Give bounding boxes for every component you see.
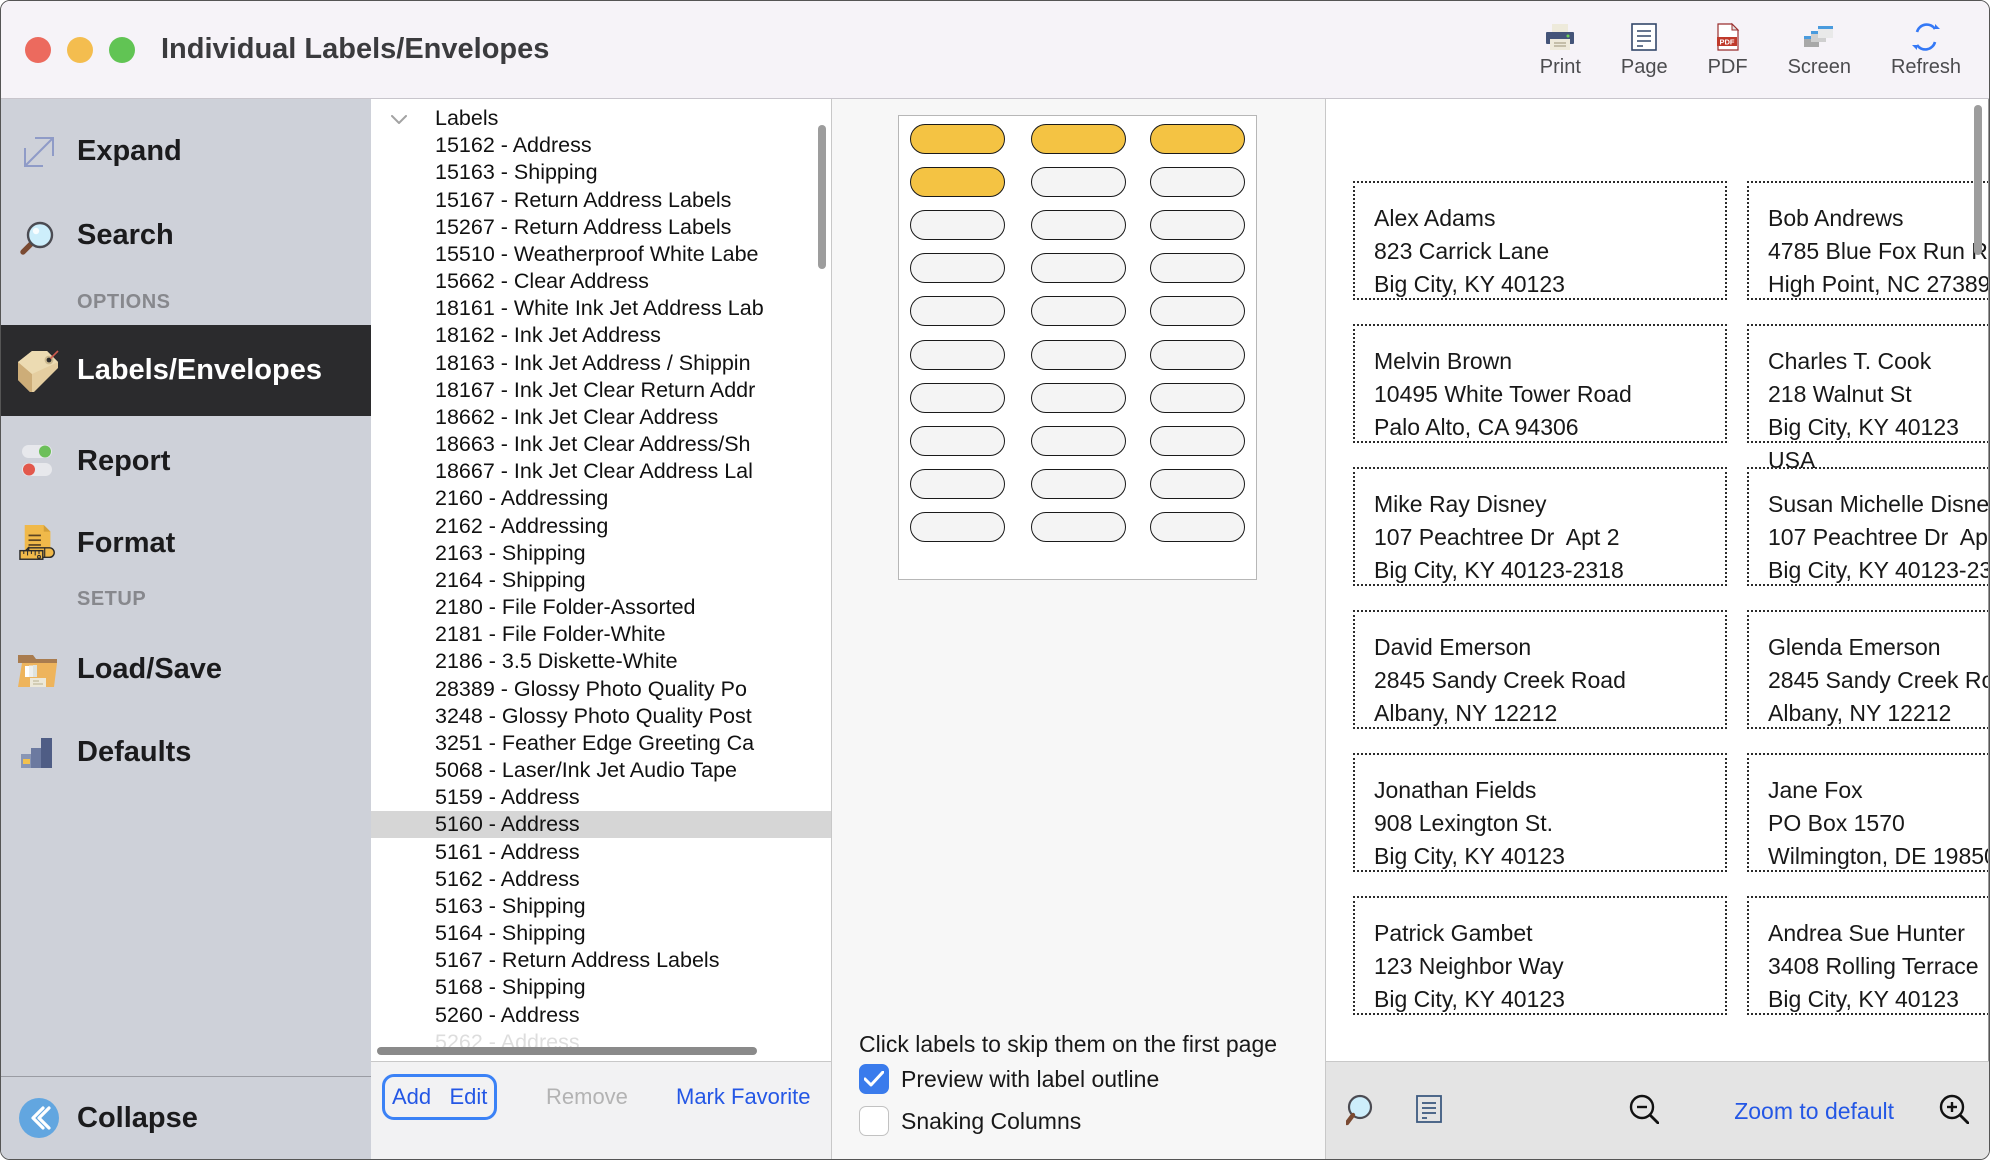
svg-text:PDF: PDF	[1719, 37, 1734, 46]
